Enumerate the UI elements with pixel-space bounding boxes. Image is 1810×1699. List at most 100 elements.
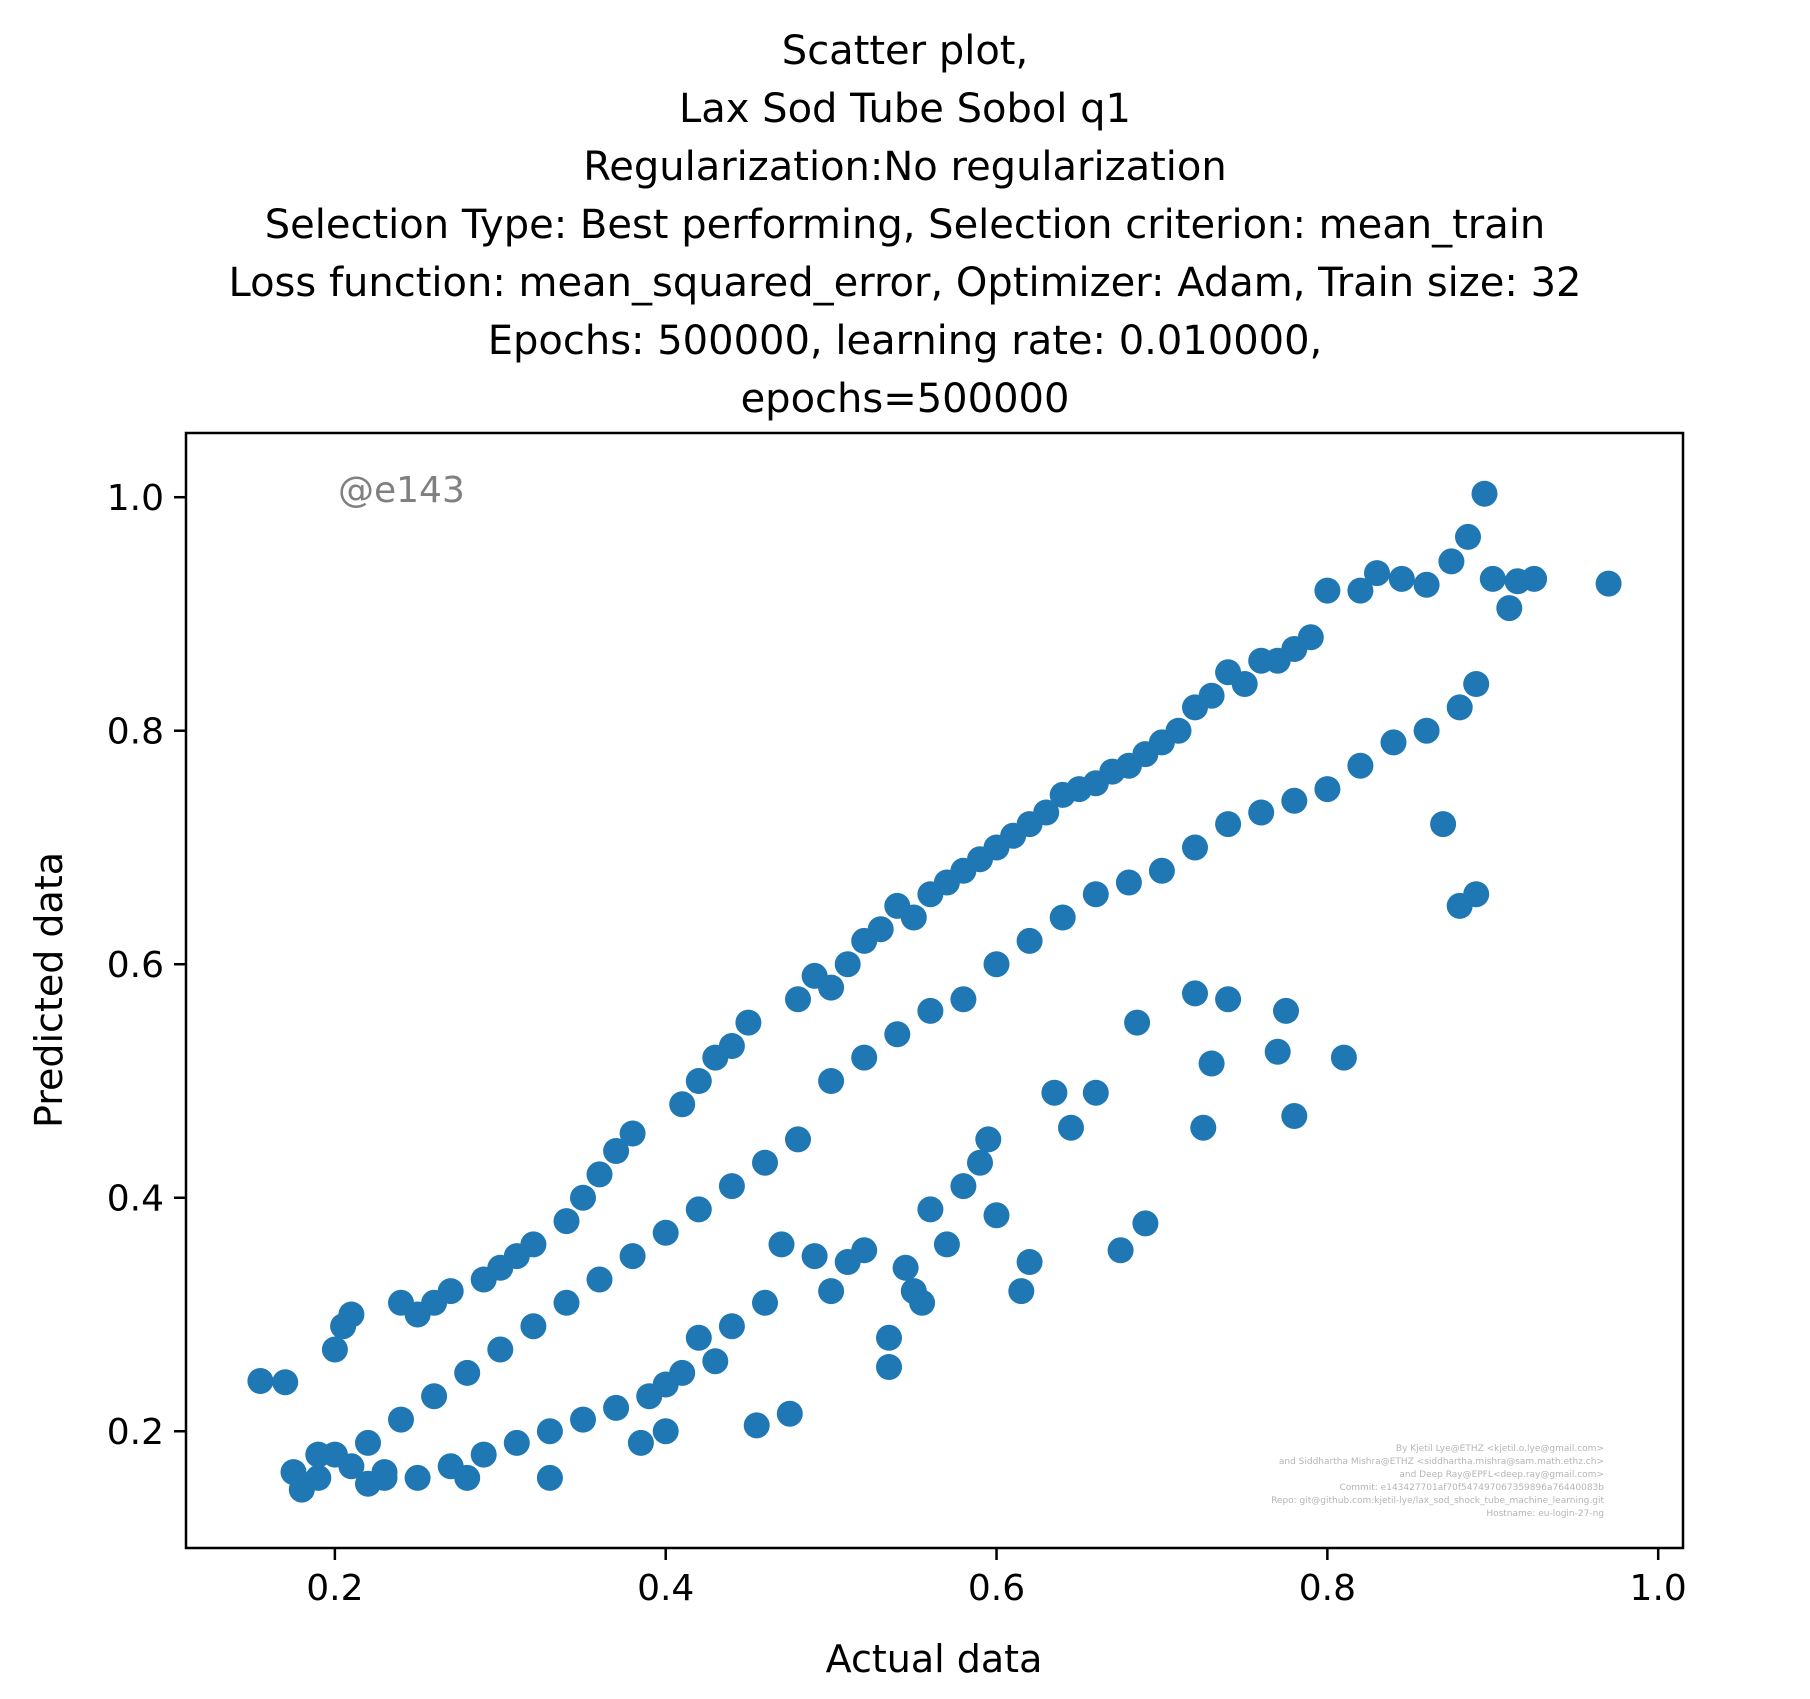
scatter-point [876,1324,902,1351]
scatter-point [487,1336,514,1363]
title-line: Epochs: 500000, learning rate: 0.010000, [488,318,1323,364]
x-tick-label: 0.6 [968,1568,1025,1609]
scatter-point [1115,869,1142,896]
scatter-point [652,1418,679,1445]
scatter-point [718,1313,745,1340]
scatter-point [1463,881,1490,908]
scatter-point [1132,1210,1159,1237]
scatter-point [1595,570,1622,597]
y-tick-label: 0.8 [107,712,164,753]
scatter-point [1281,787,1308,814]
x-tick-label: 0.8 [1299,1568,1356,1609]
scatter-point [553,1289,580,1316]
scatter-point [967,1149,993,1176]
scatter-point [776,1400,803,1427]
x-tick-label: 1.0 [1630,1568,1687,1609]
scatter-point [685,1068,712,1094]
scatter-point [768,1231,795,1258]
scatter-point [586,1161,613,1188]
scatter-point [785,1126,811,1153]
y-tick-label: 0.6 [107,945,164,986]
scatter-point [1297,624,1324,651]
scatter-point [388,1406,414,1433]
scatter-point [1215,811,1242,838]
scatter-point [570,1406,596,1433]
scatter-point [1281,1103,1308,1129]
scatter-point [1082,1079,1109,1106]
scatter-point [603,1138,630,1164]
scatter-point [1446,694,1473,721]
scatter-point [801,1243,828,1270]
scatter-point [1182,980,1208,1007]
scatter-point [685,1324,712,1351]
title-line: Loss function: mean_squared_error, Optim… [229,260,1582,306]
scatter-point [1182,834,1208,861]
scatter-point [900,1278,927,1305]
scatter-point [1471,480,1498,507]
x-axis-label: Actual data [826,1637,1043,1681]
scatter-point [1148,857,1175,884]
scatter-point [892,1254,919,1281]
scatter-point [454,1359,481,1386]
scatter-point [355,1429,381,1456]
title-line: Lax Sod Tube Sobol q1 [679,86,1131,132]
scatter-point [1438,548,1465,575]
scatter-point [1082,881,1109,908]
scatter-point [818,1068,845,1094]
y-tick-label: 0.2 [107,1412,164,1453]
credits-line: Repo: git@github.com:kjetil-lye/lax_sod_… [1271,1496,1604,1506]
scatter-point [1463,671,1490,697]
scatter-point [834,951,861,978]
scatter-point [1198,1050,1225,1077]
credits-line: and Siddhartha Mishra@ETHZ <siddhartha.m… [1279,1457,1604,1467]
scatter-point [1347,752,1374,779]
scatter-point [718,1173,745,1200]
scatter-point [818,1278,845,1305]
scatter-point [685,1196,712,1223]
scatter-point [1124,1009,1151,1036]
scatter-point [421,1383,448,1410]
scatter-point [1479,565,1506,592]
scatter-point [603,1394,630,1421]
scatter-point [520,1231,547,1258]
scatter-point [669,1091,696,1118]
scatter-point [1033,799,1060,826]
scatter-point [503,1429,530,1456]
scatter-point [536,1418,563,1445]
scatter-point [371,1459,398,1486]
scatter-point [1521,565,1548,592]
scatter-point [900,904,927,931]
scatter-point [1273,997,1299,1024]
scatter-point [321,1441,348,1468]
scatter-point [867,916,894,943]
title-line: Regularization:No regularization [583,144,1226,190]
scatter-point [1165,717,1192,744]
scatter-point [718,1033,745,1059]
scatter-point [983,951,1010,978]
x-tick-label: 0.4 [637,1568,694,1609]
scatter-point [1413,717,1440,744]
scatter-point [1380,729,1407,756]
scatter-point [570,1184,596,1211]
scatter-point [735,1009,762,1036]
scatter-point [470,1441,497,1468]
scatter-point [619,1120,646,1147]
scatter-point [305,1464,332,1491]
credits-line: and Deep Ray@EPFL<deep.ray@gmail.com> [1399,1470,1604,1480]
scatter-point [1314,577,1341,604]
scatter-point [272,1369,299,1396]
scatter-point [437,1278,464,1305]
scatter-point [1264,1038,1291,1065]
scatter-point [917,1196,944,1223]
scatter-point [1347,577,1374,604]
scatter-point [586,1266,613,1293]
credits-line: Commit: e143427701af70f547497067359896a7… [1339,1483,1604,1493]
annotation-label: @e143 [338,470,465,511]
scatter-point [1430,811,1457,838]
scatter-point [652,1219,679,1246]
scatter-point [1049,904,1076,931]
x-axis: 0.2 0.4 0.6 0.8 1.0 [306,1548,1687,1609]
scatter-point [1016,927,1043,954]
credits-line: By Kjetil Lye@ETHZ <kjetil.o.lye@gmail.c… [1396,1444,1604,1454]
